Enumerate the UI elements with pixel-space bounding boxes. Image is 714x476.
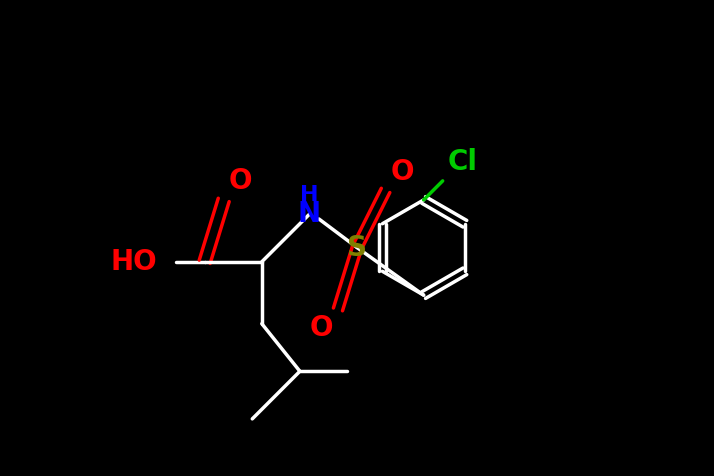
Text: HO: HO [111, 248, 157, 276]
Text: Cl: Cl [448, 148, 478, 176]
Text: O: O [228, 167, 252, 195]
Text: N: N [298, 200, 321, 228]
Text: O: O [310, 314, 333, 342]
Text: O: O [391, 158, 414, 186]
Text: H: H [300, 185, 318, 205]
Text: S: S [347, 234, 367, 261]
